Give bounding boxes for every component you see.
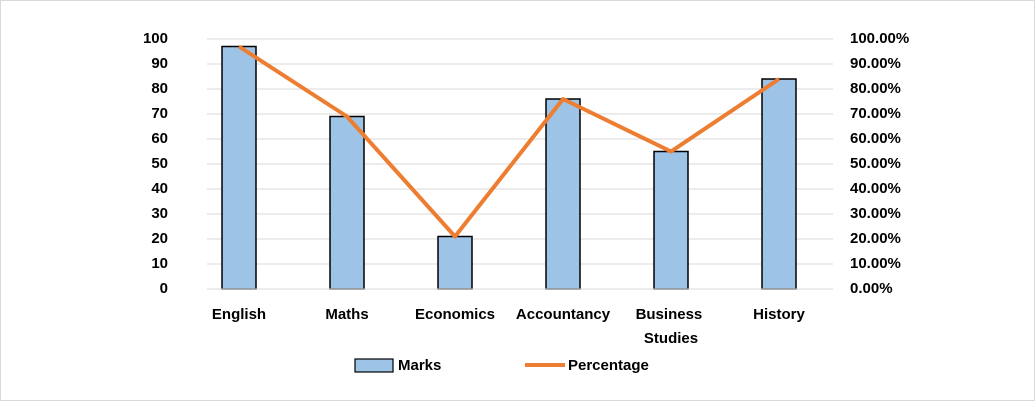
y2-tick-label: 50.00% xyxy=(850,155,901,172)
bar xyxy=(545,98,581,290)
y-tick-label: 10 xyxy=(151,255,168,272)
x-tick-label: Maths xyxy=(325,306,368,323)
y2-tick-label: 10.00% xyxy=(850,255,901,272)
y-tick-label: 60 xyxy=(151,130,168,147)
bar xyxy=(329,115,365,290)
x-tick-label: Economics xyxy=(415,306,495,323)
bar xyxy=(221,45,257,290)
x-tick-label: Accountancy xyxy=(516,306,611,323)
y-tick-label: 20 xyxy=(151,230,168,247)
bar xyxy=(437,235,473,290)
legend-label: Marks xyxy=(398,357,441,374)
y2-tick-label: 20.00% xyxy=(850,230,901,247)
y-tick-label: 30 xyxy=(151,205,168,222)
y-tick-label: 70 xyxy=(151,105,168,122)
y-tick-label: 40 xyxy=(151,180,168,197)
line xyxy=(237,44,781,239)
y2-tick-label: 0.00% xyxy=(850,280,893,297)
x-tick-label: History xyxy=(753,306,805,323)
y2-tick-label: 80.00% xyxy=(850,80,901,97)
y-tick-label: 0 xyxy=(160,280,168,297)
bar xyxy=(653,150,689,290)
y2-tick-label: 70.00% xyxy=(850,105,901,122)
x-tick-label: Business Studies xyxy=(636,306,707,347)
y-tick-label: 50 xyxy=(151,155,168,172)
y-tick-label: 100 xyxy=(143,30,168,47)
y2-tick-label: 60.00% xyxy=(850,130,901,147)
y2-tick-label: 40.00% xyxy=(850,180,901,197)
legend-swatch xyxy=(354,358,394,373)
y2-tick-label: 100.00% xyxy=(850,30,909,47)
y-tick-label: 90 xyxy=(151,55,168,72)
x-tick-label: English xyxy=(212,306,266,323)
y2-tick-label: 90.00% xyxy=(850,55,901,72)
y-tick-label: 80 xyxy=(151,80,168,97)
bar xyxy=(761,78,797,290)
legend-label: Percentage xyxy=(568,357,649,374)
y2-tick-label: 30.00% xyxy=(850,205,901,222)
